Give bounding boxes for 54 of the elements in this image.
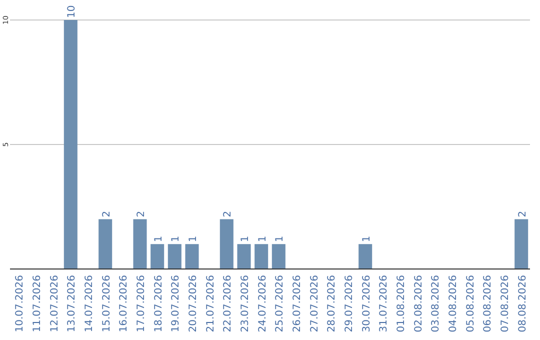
x-tick-label: 29.07.2026 [344, 275, 355, 332]
x-tick-label: 31.07.2026 [378, 275, 390, 332]
bar [237, 244, 251, 269]
data-label: 1 [170, 236, 182, 242]
x-tick-label: 06.08.2026 [482, 275, 494, 332]
x-tick-label: 13.07.2026 [66, 275, 78, 332]
bar [168, 244, 182, 269]
x-tick-label: 21.07.2026 [205, 275, 216, 332]
x-tick-label: 18.07.2026 [153, 275, 164, 332]
x-tick-label: 19.07.2026 [170, 275, 182, 332]
data-label: 1 [274, 236, 286, 242]
bar [150, 244, 164, 269]
x-tick-label: 26.07.2026 [292, 275, 303, 332]
bar [185, 244, 199, 269]
bar [133, 219, 147, 269]
x-tick-label: 24.07.2026 [257, 275, 268, 332]
x-tick-label: 07.08.2026 [500, 275, 511, 332]
bar [254, 244, 268, 269]
x-tick-label: 20.07.2026 [188, 275, 199, 332]
data-label: 1 [361, 236, 372, 242]
x-tick-label: 15.07.2026 [101, 275, 112, 332]
x-tick-label: 03.08.2026 [430, 275, 442, 332]
bar [514, 219, 528, 269]
x-tick-label: 11.07.2026 [32, 275, 43, 332]
x-tick-label: 05.08.2026 [465, 275, 476, 332]
data-label: 1 [240, 236, 251, 242]
data-label: 1 [153, 236, 164, 242]
x-tick-label: 27.07.2026 [309, 275, 320, 332]
data-label: 10 [66, 5, 78, 18]
x-tick-label: 02.08.2026 [413, 275, 424, 332]
data-label: 1 [257, 236, 268, 242]
bar [358, 244, 372, 269]
bar [220, 219, 234, 269]
x-tick-label: 16.07.2026 [118, 275, 130, 332]
x-tick-label: 17.07.2026 [136, 275, 147, 332]
data-label: 2 [136, 210, 147, 218]
x-tick-label: 10.07.2026 [14, 275, 26, 332]
x-tick-label: 01.08.2026 [396, 275, 407, 332]
x-tick-label: 22.07.2026 [222, 275, 234, 332]
bar [272, 244, 286, 269]
x-tick-label: 30.07.2026 [361, 275, 372, 332]
x-tick-label: 08.08.2026 [517, 275, 528, 332]
x-tick-label: 25.07.2026 [274, 275, 286, 332]
x-tick-label: 12.07.2026 [49, 275, 60, 332]
x-tick-label: 23.07.2026 [240, 275, 251, 332]
x-tick-label: 28.07.2026 [326, 275, 338, 332]
bar [98, 219, 112, 269]
bar [64, 20, 78, 269]
data-label: 2 [222, 210, 234, 218]
data-label: 1 [188, 236, 199, 242]
x-tick-label: 14.07.2026 [84, 275, 95, 332]
data-label: 2 [517, 210, 528, 218]
x-tick-label: 04.08.2026 [448, 275, 459, 332]
data-label: 2 [101, 210, 112, 218]
